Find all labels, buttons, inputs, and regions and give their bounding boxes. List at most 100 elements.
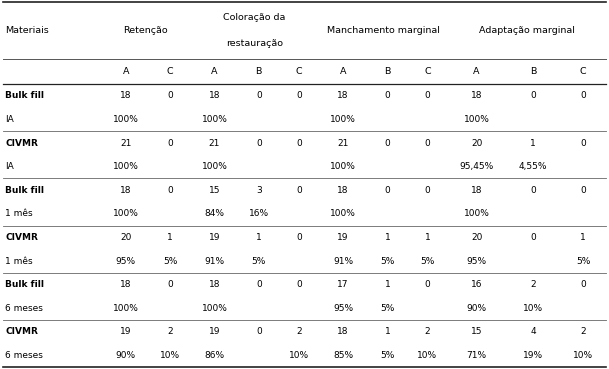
Text: 95%: 95% [116,256,136,266]
Text: B: B [384,67,390,76]
Text: 18: 18 [471,92,482,100]
Text: 1: 1 [167,233,173,242]
Text: 0: 0 [256,327,262,336]
Text: 6 meses: 6 meses [5,304,43,313]
Text: 100%: 100% [202,304,227,313]
Text: 1 mês: 1 mês [5,209,33,218]
Text: 0: 0 [580,92,586,100]
Text: 2: 2 [530,280,536,289]
Text: 21: 21 [120,139,132,148]
Text: 5%: 5% [163,256,177,266]
Text: 0: 0 [167,92,173,100]
Text: 0: 0 [384,139,390,148]
Text: C: C [295,67,302,76]
Text: 0: 0 [530,186,536,195]
Text: 5%: 5% [420,256,435,266]
Text: 18: 18 [120,92,132,100]
Text: 20: 20 [120,233,132,242]
Text: 4: 4 [530,327,536,336]
Text: 0: 0 [296,139,301,148]
Text: 0: 0 [424,139,430,148]
Text: B: B [530,67,537,76]
Text: 19%: 19% [523,351,543,360]
Text: 71%: 71% [466,351,487,360]
Text: 18: 18 [120,280,132,289]
Text: 20: 20 [471,233,482,242]
Text: IA: IA [5,162,14,171]
Text: 1 mês: 1 mês [5,256,33,266]
Text: A: A [340,67,347,76]
Text: 91%: 91% [333,256,353,266]
Text: 0: 0 [530,233,536,242]
Text: 100%: 100% [113,304,139,313]
Text: 90%: 90% [466,304,487,313]
Text: 100%: 100% [330,162,356,171]
Text: 0: 0 [296,233,301,242]
Text: 0: 0 [530,92,536,100]
Text: 84%: 84% [205,209,225,218]
Text: 85%: 85% [333,351,353,360]
Text: 95%: 95% [333,304,353,313]
Text: 18: 18 [337,92,349,100]
Text: 10%: 10% [417,351,437,360]
Text: restauração: restauração [226,39,283,48]
Text: 2: 2 [424,327,430,336]
Text: 18: 18 [209,92,220,100]
Text: 4,55%: 4,55% [519,162,547,171]
Text: 1: 1 [580,233,586,242]
Text: B: B [256,67,262,76]
Text: 0: 0 [167,186,173,195]
Text: A: A [211,67,218,76]
Text: 0: 0 [296,280,301,289]
Text: 0: 0 [256,280,262,289]
Text: 5%: 5% [380,256,395,266]
Text: C: C [424,67,431,76]
Text: 10%: 10% [289,351,309,360]
Text: 18: 18 [209,280,220,289]
Text: 10%: 10% [573,351,593,360]
Text: 0: 0 [580,186,586,195]
Text: 1: 1 [384,327,390,336]
Text: 86%: 86% [205,351,225,360]
Text: 1: 1 [256,233,262,242]
Text: 21: 21 [337,139,349,148]
Text: 17: 17 [337,280,349,289]
Text: 100%: 100% [463,115,490,124]
Text: 0: 0 [424,186,430,195]
Text: 21: 21 [209,139,220,148]
Text: Retenção: Retenção [124,26,168,35]
Text: 19: 19 [120,327,132,336]
Text: 5%: 5% [380,351,395,360]
Text: 0: 0 [256,139,262,148]
Text: C: C [167,67,174,76]
Text: 10%: 10% [160,351,180,360]
Text: 10%: 10% [523,304,543,313]
Text: 100%: 100% [330,115,356,124]
Text: Bulk fill: Bulk fill [5,92,44,100]
Text: 0: 0 [384,92,390,100]
Text: 0: 0 [384,186,390,195]
Text: 19: 19 [209,233,220,242]
Text: 0: 0 [424,92,430,100]
Text: 100%: 100% [113,209,139,218]
Text: 91%: 91% [205,256,225,266]
Text: 95%: 95% [466,256,487,266]
Text: 6 meses: 6 meses [5,351,43,360]
Text: 16%: 16% [248,209,269,218]
Text: Manchamento marginal: Manchamento marginal [326,26,440,35]
Text: 1: 1 [424,233,430,242]
Text: 19: 19 [209,327,220,336]
Text: 18: 18 [471,186,482,195]
Text: C: C [580,67,586,76]
Text: 100%: 100% [463,209,490,218]
Text: 0: 0 [167,280,173,289]
Text: Materiais: Materiais [5,26,49,35]
Text: 2: 2 [580,327,586,336]
Text: 0: 0 [256,92,262,100]
Text: A: A [122,67,129,76]
Text: Bulk fill: Bulk fill [5,186,44,195]
Text: 100%: 100% [113,115,139,124]
Text: 5%: 5% [380,304,395,313]
Text: 90%: 90% [116,351,136,360]
Text: 100%: 100% [202,162,227,171]
